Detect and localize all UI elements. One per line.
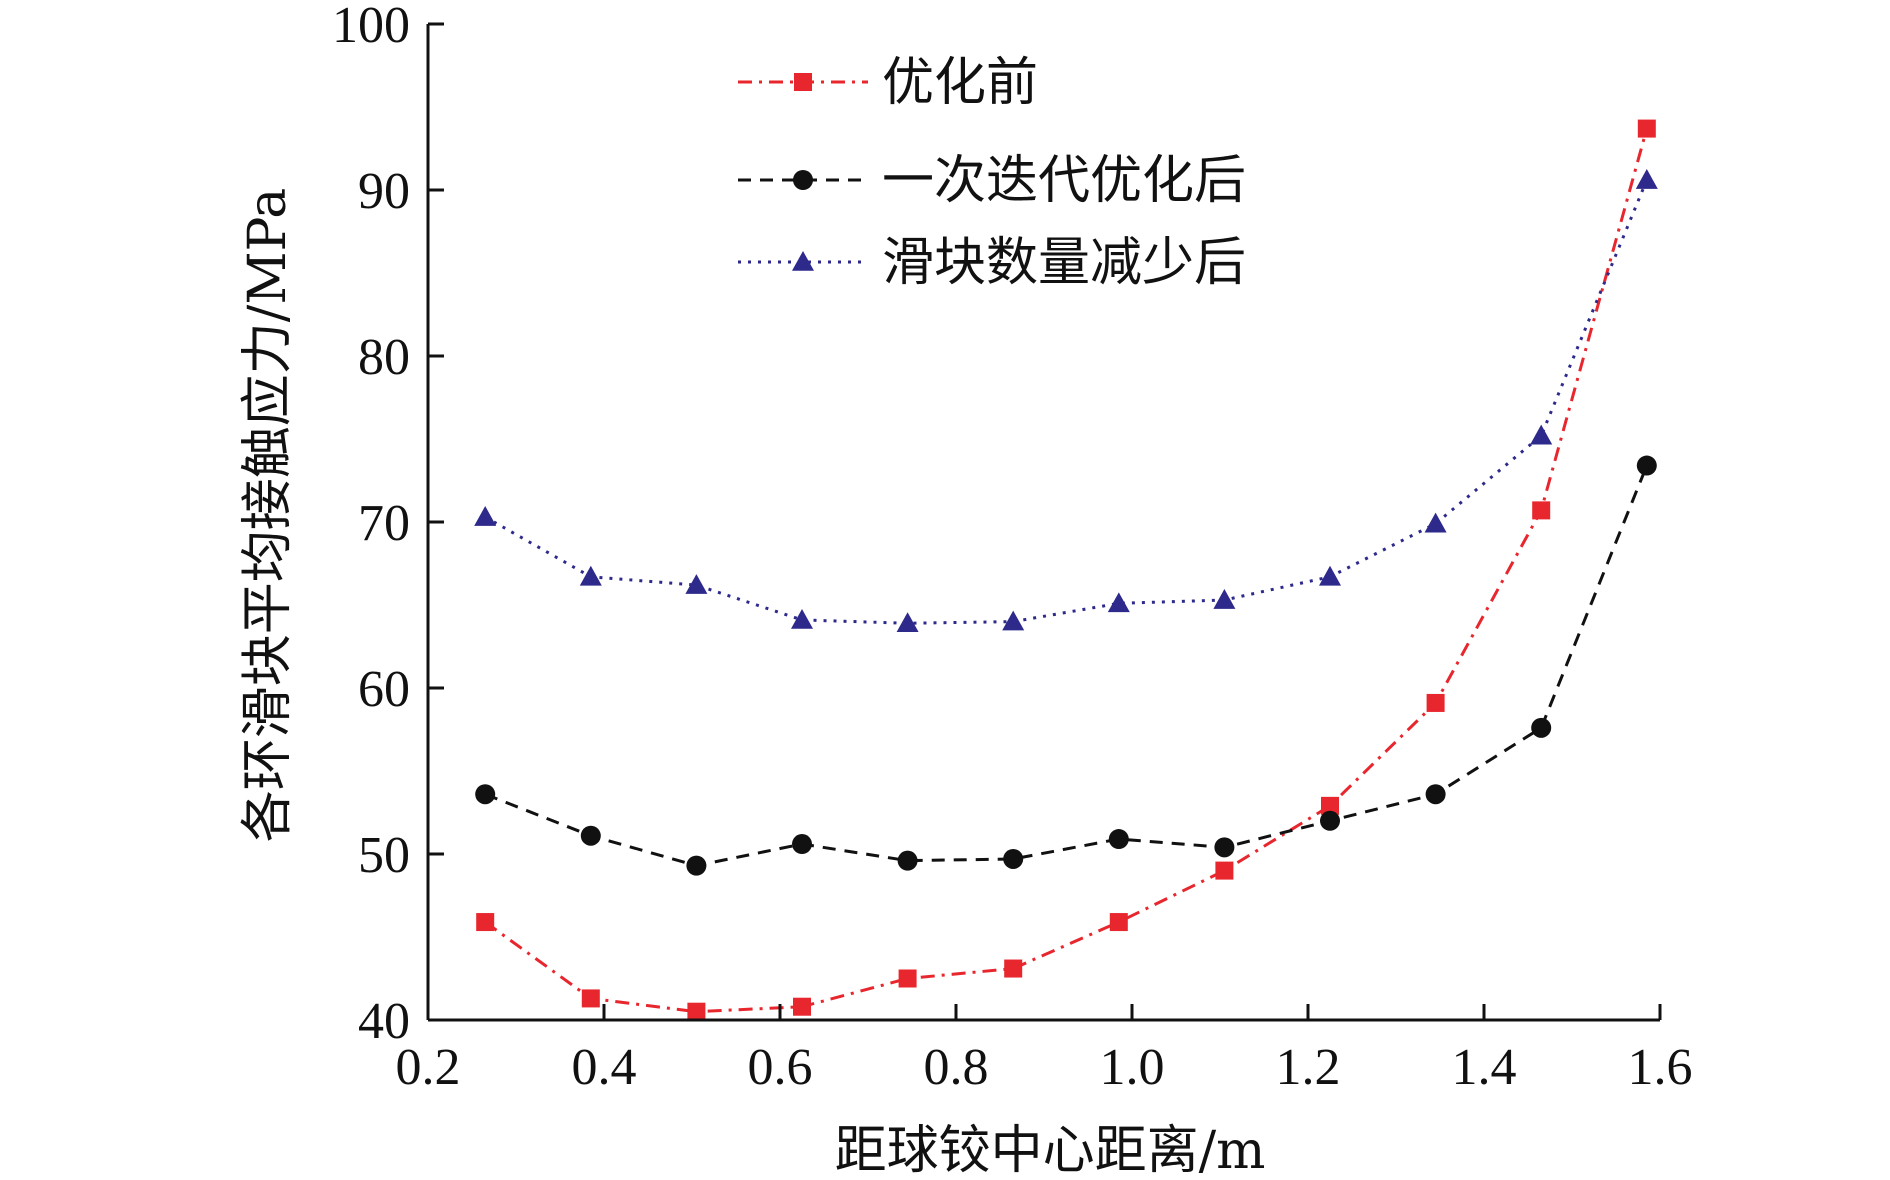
- series-3-point: [791, 608, 813, 629]
- x-tick-label: 0.8: [924, 1039, 989, 1096]
- series-2-point: [475, 784, 496, 805]
- series-3-point: [474, 506, 497, 526]
- x-tick-label: 1.6: [1628, 1039, 1693, 1096]
- legend-label-1: 优化前: [882, 53, 1038, 113]
- legend-label-2: 一次迭代优化后: [882, 151, 1246, 211]
- plot-area: [474, 119, 1658, 1021]
- series-1-point: [1321, 796, 1339, 815]
- series-1-point: [687, 1002, 706, 1021]
- series-1-point: [476, 913, 495, 932]
- series-1-point: [898, 969, 917, 988]
- series-3-point: [579, 565, 602, 586]
- series-2-point: [1636, 455, 1657, 476]
- series-3-point: [685, 574, 708, 594]
- y-tick-label: 40: [358, 993, 410, 1050]
- y-tick-label: 100: [332, 0, 410, 54]
- series-1-point: [1109, 913, 1128, 932]
- series-2-point: [1531, 717, 1552, 738]
- x-tick-label: 1.0: [1100, 1039, 1165, 1096]
- series-line-2: [484, 464, 1649, 868]
- y-axis-title: 各环滑块平均接触应力/MPa: [238, 188, 298, 842]
- series-2-point: [1108, 829, 1129, 850]
- series-3-point: [896, 612, 919, 633]
- y-tick-label: 70: [358, 495, 410, 552]
- x-axis-title: 距球铰中心距离/m: [835, 1121, 1266, 1180]
- series-1-point: [1637, 119, 1656, 138]
- legend-marker-1: [794, 73, 812, 91]
- series-2-point: [1003, 848, 1024, 869]
- series-2-point: [1425, 784, 1446, 805]
- series-2-point: [580, 825, 601, 846]
- series-2-point: [897, 850, 918, 871]
- series-1-point: [793, 997, 811, 1016]
- series-2-point: [686, 855, 707, 876]
- series-2-point: [792, 834, 812, 855]
- legend-label-3: 滑块数量减少后: [882, 233, 1246, 293]
- series-line-3: [484, 179, 1649, 625]
- legend-marker-2: [793, 170, 813, 190]
- y-tick-label: 90: [358, 163, 410, 220]
- series-2-point: [1214, 837, 1235, 858]
- x-tick-label: 1.4: [1452, 1039, 1517, 1096]
- x-tick-label: 0.2: [396, 1039, 461, 1096]
- axes: 40 50 60 70 80 90 100 0.2 0.4 0.6 0.8 1.0 1.2 1.4 1.6: [332, 0, 1693, 1096]
- y-tick-label: 80: [358, 329, 410, 386]
- series-3-point: [1002, 610, 1025, 631]
- series-1-point: [1426, 693, 1445, 712]
- series-1-point: [1532, 501, 1551, 520]
- series-1-point: [581, 989, 600, 1008]
- series-3-point: [1107, 592, 1130, 613]
- legend-marker-3: [792, 251, 814, 271]
- series-1-point: [1215, 861, 1234, 880]
- series-3-point: [1635, 169, 1658, 189]
- series-3-point: [1319, 565, 1341, 586]
- series-1-point: [1004, 959, 1023, 978]
- x-tick-label: 0.4: [572, 1039, 637, 1096]
- series-3-point: [1424, 512, 1447, 533]
- y-tick-label: 50: [358, 827, 410, 884]
- x-tick-label: 1.2: [1276, 1039, 1341, 1096]
- series-2-point: [1320, 810, 1340, 831]
- x-tick-label: 0.6: [748, 1039, 813, 1096]
- series-3-point: [1530, 424, 1553, 445]
- y-tick-label: 60: [358, 661, 410, 718]
- series-3-point: [1213, 589, 1236, 609]
- series-line-1: [484, 128, 1649, 1014]
